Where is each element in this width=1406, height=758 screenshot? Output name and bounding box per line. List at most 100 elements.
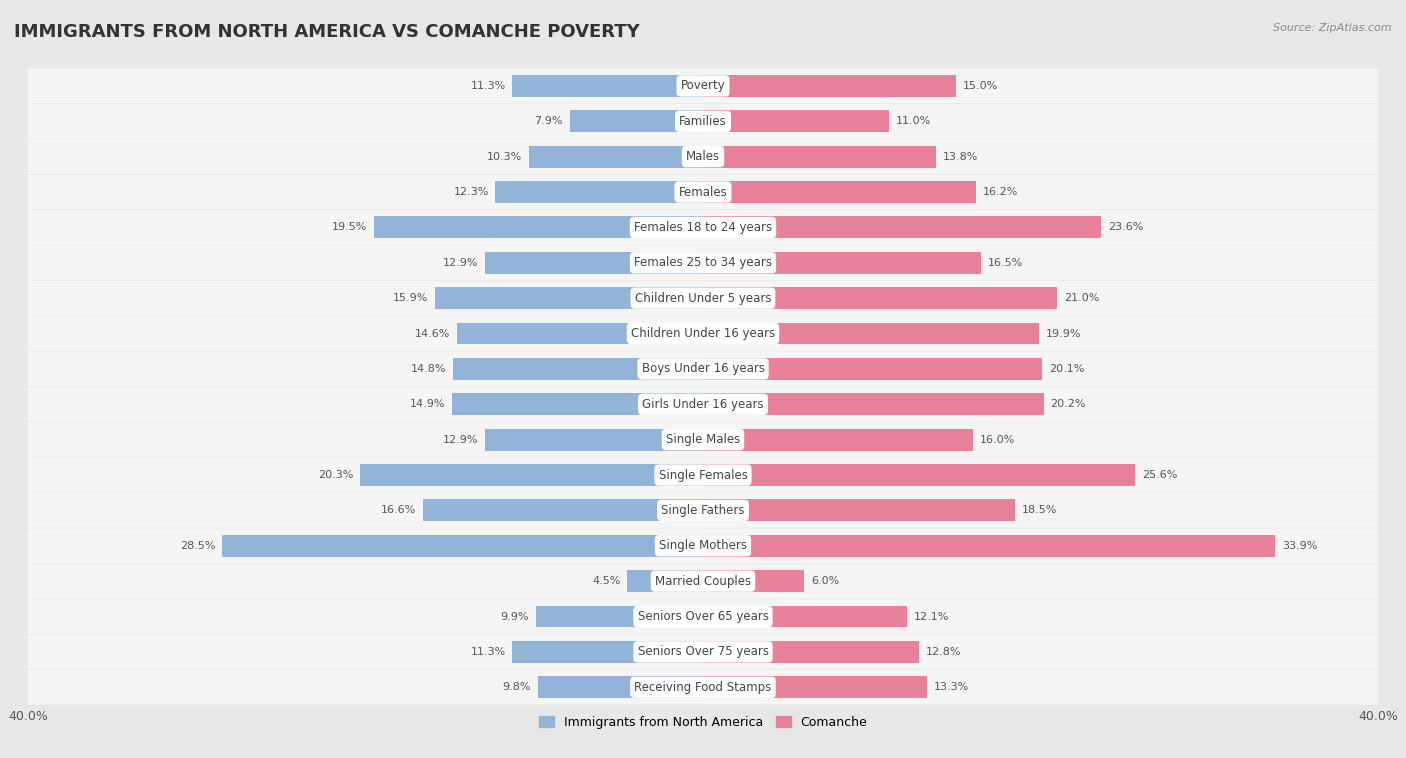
Bar <box>703 641 920 662</box>
Bar <box>627 570 703 592</box>
Bar <box>703 464 1135 486</box>
Text: Poverty: Poverty <box>681 80 725 92</box>
Text: 12.9%: 12.9% <box>443 258 478 268</box>
Legend: Immigrants from North America, Comanche: Immigrants from North America, Comanche <box>534 711 872 734</box>
Text: 20.3%: 20.3% <box>318 470 354 480</box>
Text: 14.6%: 14.6% <box>415 328 450 339</box>
FancyBboxPatch shape <box>28 387 1378 421</box>
Text: 18.5%: 18.5% <box>1022 506 1057 515</box>
Bar <box>703 111 889 132</box>
Text: Married Couples: Married Couples <box>655 575 751 587</box>
Text: 11.3%: 11.3% <box>471 647 506 657</box>
Bar <box>529 146 703 168</box>
Bar <box>703 358 1042 380</box>
Text: 15.9%: 15.9% <box>392 293 427 303</box>
FancyBboxPatch shape <box>28 210 1378 245</box>
Text: Males: Males <box>686 150 720 163</box>
Bar <box>453 358 703 380</box>
Text: 25.6%: 25.6% <box>1142 470 1177 480</box>
Text: Single Mothers: Single Mothers <box>659 539 747 553</box>
Bar <box>703 393 1043 415</box>
Text: 7.9%: 7.9% <box>534 116 562 127</box>
FancyBboxPatch shape <box>28 670 1378 705</box>
Bar <box>457 323 703 344</box>
Text: 16.6%: 16.6% <box>381 506 416 515</box>
Text: 6.0%: 6.0% <box>811 576 839 586</box>
Bar <box>374 217 703 238</box>
Text: 12.3%: 12.3% <box>453 187 489 197</box>
Text: Females 18 to 24 years: Females 18 to 24 years <box>634 221 772 234</box>
Text: Single Fathers: Single Fathers <box>661 504 745 517</box>
FancyBboxPatch shape <box>28 634 1378 669</box>
Bar <box>703 535 1275 556</box>
Text: 12.1%: 12.1% <box>914 612 949 622</box>
Text: IMMIGRANTS FROM NORTH AMERICA VS COMANCHE POVERTY: IMMIGRANTS FROM NORTH AMERICA VS COMANCH… <box>14 23 640 41</box>
Text: 11.3%: 11.3% <box>471 81 506 91</box>
FancyBboxPatch shape <box>28 564 1378 599</box>
Text: 23.6%: 23.6% <box>1108 222 1143 233</box>
Text: Children Under 16 years: Children Under 16 years <box>631 327 775 340</box>
Bar <box>703 429 973 450</box>
Bar <box>495 181 703 203</box>
Text: 19.9%: 19.9% <box>1046 328 1081 339</box>
Bar <box>703 217 1101 238</box>
Bar <box>485 429 703 450</box>
Bar <box>222 535 703 556</box>
FancyBboxPatch shape <box>28 352 1378 387</box>
Text: 13.8%: 13.8% <box>942 152 979 161</box>
Text: 12.8%: 12.8% <box>925 647 962 657</box>
Bar <box>423 500 703 522</box>
Bar <box>703 181 976 203</box>
Text: Source: ZipAtlas.com: Source: ZipAtlas.com <box>1274 23 1392 33</box>
Text: 13.3%: 13.3% <box>934 682 969 692</box>
Text: 14.9%: 14.9% <box>409 399 444 409</box>
Bar <box>569 111 703 132</box>
Text: 20.1%: 20.1% <box>1049 364 1084 374</box>
Bar <box>703 676 928 698</box>
Bar <box>703 606 907 628</box>
FancyBboxPatch shape <box>28 493 1378 528</box>
Text: 10.3%: 10.3% <box>488 152 523 161</box>
Bar <box>512 75 703 97</box>
Bar <box>536 606 703 628</box>
FancyBboxPatch shape <box>28 528 1378 563</box>
Text: Females 25 to 34 years: Females 25 to 34 years <box>634 256 772 269</box>
Bar <box>451 393 703 415</box>
Bar <box>703 323 1039 344</box>
Text: Single Males: Single Males <box>666 433 740 446</box>
Text: Families: Families <box>679 114 727 128</box>
Text: 33.9%: 33.9% <box>1282 540 1317 551</box>
Text: 4.5%: 4.5% <box>592 576 620 586</box>
FancyBboxPatch shape <box>28 316 1378 351</box>
FancyBboxPatch shape <box>28 599 1378 634</box>
Text: 19.5%: 19.5% <box>332 222 367 233</box>
Bar <box>485 252 703 274</box>
Bar <box>434 287 703 309</box>
Bar <box>703 252 981 274</box>
Text: Females: Females <box>679 186 727 199</box>
FancyBboxPatch shape <box>28 280 1378 315</box>
Text: 12.9%: 12.9% <box>443 434 478 445</box>
Text: 16.0%: 16.0% <box>980 434 1015 445</box>
Text: 9.8%: 9.8% <box>502 682 531 692</box>
Bar <box>703 287 1057 309</box>
Text: Seniors Over 75 years: Seniors Over 75 years <box>637 645 769 659</box>
Text: 16.5%: 16.5% <box>988 258 1024 268</box>
Text: 20.2%: 20.2% <box>1050 399 1085 409</box>
Text: 28.5%: 28.5% <box>180 540 215 551</box>
FancyBboxPatch shape <box>28 246 1378 280</box>
FancyBboxPatch shape <box>28 422 1378 457</box>
FancyBboxPatch shape <box>28 458 1378 493</box>
Text: Boys Under 16 years: Boys Under 16 years <box>641 362 765 375</box>
Bar <box>703 146 936 168</box>
FancyBboxPatch shape <box>28 174 1378 209</box>
Text: 21.0%: 21.0% <box>1064 293 1099 303</box>
Text: 15.0%: 15.0% <box>963 81 998 91</box>
Text: 11.0%: 11.0% <box>896 116 931 127</box>
Text: Girls Under 16 years: Girls Under 16 years <box>643 398 763 411</box>
Bar <box>360 464 703 486</box>
Bar <box>512 641 703 662</box>
Text: Seniors Over 65 years: Seniors Over 65 years <box>637 610 769 623</box>
Bar <box>703 570 804 592</box>
Text: Single Females: Single Females <box>658 468 748 481</box>
